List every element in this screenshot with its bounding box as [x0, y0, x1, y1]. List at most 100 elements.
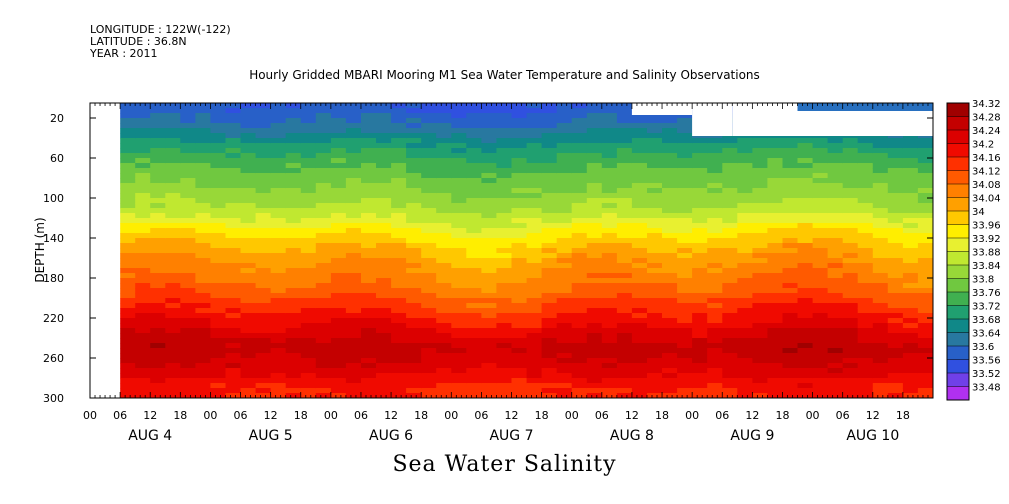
heatmap-cell — [677, 353, 693, 359]
heatmap-cell — [315, 163, 332, 169]
heatmap-cell — [827, 258, 844, 264]
heatmap-cell — [526, 118, 543, 124]
heatmap-cell — [361, 288, 377, 294]
heatmap-cell — [225, 118, 242, 124]
heatmap-cell — [902, 323, 919, 329]
heatmap-cell — [466, 393, 482, 398]
heatmap-cell — [526, 113, 543, 119]
heatmap-cell — [270, 193, 287, 199]
heatmap-cell — [917, 388, 933, 394]
heatmap-cell — [616, 118, 633, 124]
heatmap-cell — [240, 263, 257, 269]
heatmap-cell — [782, 283, 799, 289]
heatmap-cell — [511, 298, 528, 304]
heatmap-cell — [165, 218, 181, 224]
heatmap-cell — [210, 268, 227, 274]
heatmap-cell — [345, 253, 362, 259]
heatmap-cell — [616, 128, 633, 134]
heatmap-cell — [857, 303, 874, 309]
heatmap-cell — [210, 343, 227, 349]
heatmap-cell — [842, 288, 859, 294]
heatmap-cell — [135, 233, 151, 239]
heatmap-cell — [240, 338, 257, 344]
heatmap-cell — [421, 328, 437, 334]
heatmap-cell — [135, 203, 151, 209]
heatmap-cell — [556, 183, 573, 189]
heatmap-cell — [571, 158, 588, 164]
heatmap-cell — [345, 183, 362, 189]
heatmap-cell — [872, 218, 889, 224]
heatmap-cell — [300, 178, 317, 184]
heatmap-cell — [662, 393, 678, 398]
heatmap-cell — [511, 353, 528, 359]
heatmap-cell — [270, 128, 287, 134]
heatmap-cell — [887, 278, 904, 284]
heatmap-cell — [210, 388, 227, 394]
x-hour-label: 00 — [324, 409, 338, 422]
heatmap-cell — [330, 143, 347, 149]
heatmap-cell — [120, 158, 136, 164]
heatmap-cell — [150, 368, 166, 374]
heatmap-cell — [707, 343, 723, 349]
heatmap-cell — [526, 288, 543, 294]
heatmap-cell — [391, 248, 407, 254]
heatmap-cell — [526, 208, 543, 214]
heatmap-cell — [210, 243, 227, 249]
heatmap-cell — [255, 288, 272, 294]
heatmap-cell — [210, 203, 227, 209]
heatmap-cell — [541, 298, 558, 304]
heatmap-cell — [541, 223, 558, 229]
heatmap-cell — [361, 128, 377, 134]
heatmap-cell — [300, 148, 317, 154]
heatmap-cell — [361, 148, 377, 154]
heatmap-cell — [330, 178, 347, 184]
heatmap-cell — [466, 123, 482, 129]
heatmap-cell — [300, 353, 317, 359]
heatmap-cell — [586, 293, 603, 299]
heatmap-cell — [631, 118, 648, 124]
heatmap-cell — [255, 298, 272, 304]
heatmap-cell — [722, 183, 738, 189]
heatmap-cell — [330, 148, 347, 154]
heatmap-cell — [827, 393, 844, 398]
heatmap-cell — [451, 248, 467, 254]
heatmap-cell — [481, 128, 498, 134]
heatmap-cell — [436, 263, 452, 269]
heatmap-cell — [406, 103, 422, 109]
heatmap-cell — [857, 263, 874, 269]
heatmap-cell — [150, 223, 166, 229]
heatmap-cell — [300, 368, 317, 374]
heatmap-cell — [541, 193, 558, 199]
heatmap-cell — [300, 103, 317, 109]
heatmap-cell — [270, 373, 287, 379]
heatmap-cell — [481, 233, 498, 239]
heatmap-cell — [361, 143, 377, 149]
heatmap-cell — [210, 288, 227, 294]
heatmap-cell — [451, 133, 467, 139]
heatmap-cell — [752, 228, 769, 234]
heatmap-cell — [391, 148, 407, 154]
heatmap-cell — [120, 153, 136, 159]
heatmap-cell — [812, 193, 829, 199]
heatmap-cell — [451, 268, 467, 274]
heatmap-cell — [707, 313, 723, 319]
heatmap-cell — [240, 363, 257, 369]
heatmap-cell — [767, 163, 784, 169]
heatmap-cell — [210, 158, 227, 164]
heatmap-cell — [165, 158, 181, 164]
heatmap-cell — [225, 238, 242, 244]
heatmap-cell — [872, 213, 889, 219]
heatmap-cell — [391, 233, 407, 239]
heatmap-cell — [902, 178, 919, 184]
heatmap-cell — [330, 393, 347, 398]
heatmap-cell — [345, 233, 362, 239]
heatmap-cell — [556, 108, 573, 114]
heatmap-cell — [722, 323, 738, 329]
heatmap-cell — [481, 243, 498, 249]
heatmap-cell — [631, 208, 648, 214]
heatmap-cell — [300, 323, 317, 329]
colorbar-swatch — [947, 197, 969, 212]
heatmap-cell — [616, 148, 633, 154]
heatmap-cell — [270, 148, 287, 154]
heatmap-cell — [451, 108, 467, 114]
